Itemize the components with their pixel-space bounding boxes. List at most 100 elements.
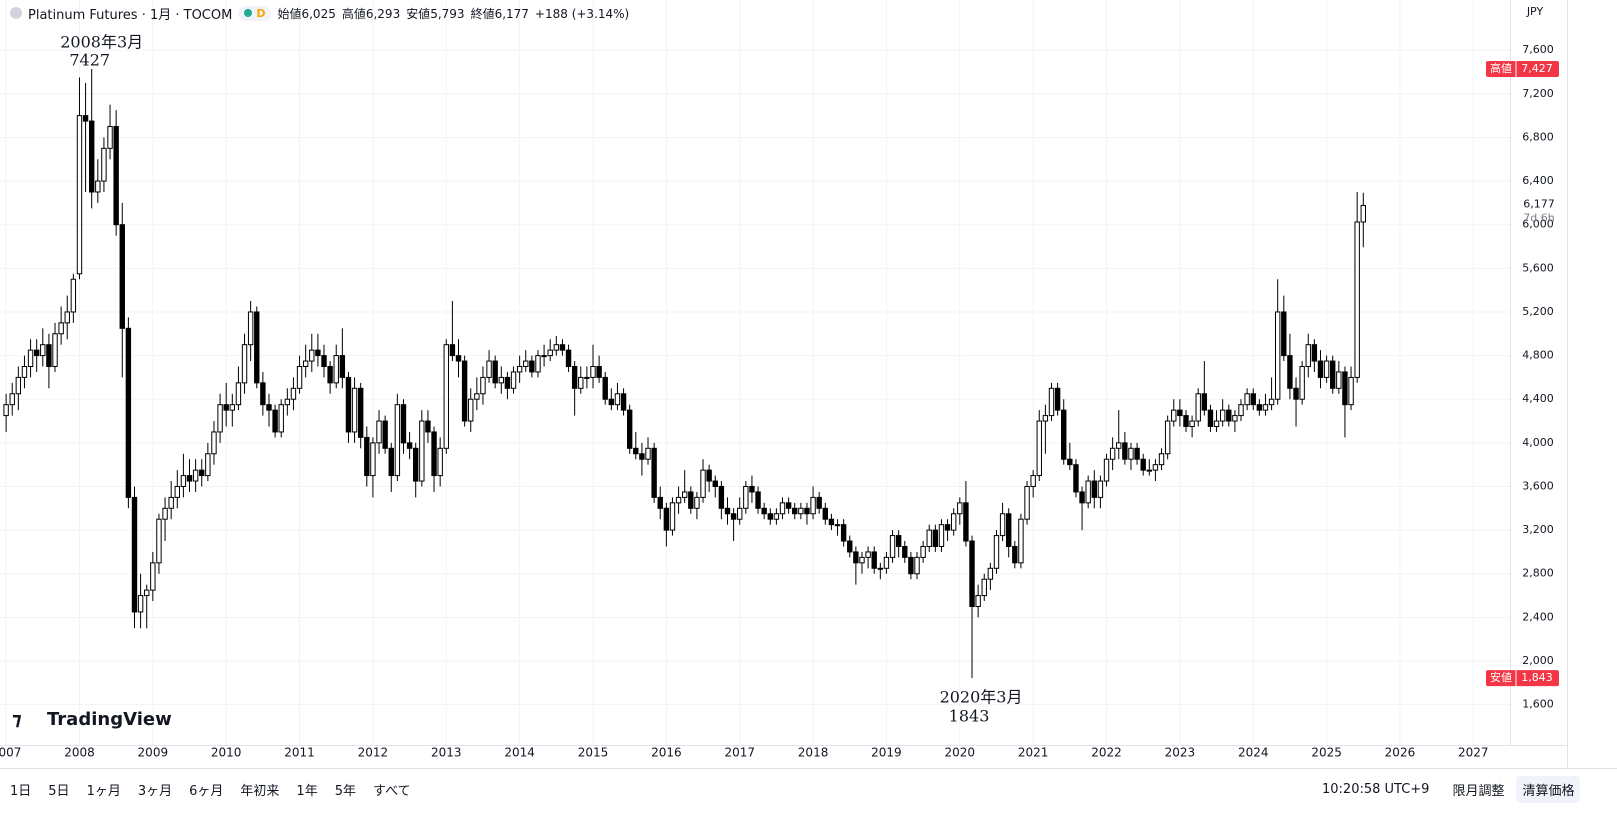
annotation: 7427 [69,51,110,70]
toolbar-button[interactable]: 清算価格 [1516,775,1581,803]
range-button[interactable]: すべて [372,783,411,799]
candle-body [761,507,767,515]
candle-body [186,475,193,482]
candle-body [205,453,211,477]
candle-body [107,126,113,149]
candle-body [260,382,266,406]
candle-body [1079,491,1085,504]
axis-border [1510,0,1511,745]
candle-body [535,355,541,373]
candle-body [798,507,804,515]
candle-body [1195,393,1201,422]
candle-body [596,366,602,378]
range-button[interactable]: 5日 [48,783,70,799]
candle-body [1048,387,1055,417]
candle-body [247,311,254,346]
candle-body [1091,480,1097,498]
candle-body [1262,404,1269,411]
range-button[interactable]: 1ヶ月 [86,783,121,799]
candle-body [675,496,682,504]
y-tick-label: 4,000 [1522,436,1554,449]
range-button[interactable]: 5年 [334,783,356,799]
y-tick-label: 7,600 [1522,43,1554,56]
candle-body [987,567,994,580]
range-button[interactable]: 1年 [296,783,318,799]
x-tick-label: 2012 [358,746,389,760]
range-button[interactable]: 6ヶ月 [189,783,224,799]
candle-body [1305,344,1311,368]
range-button[interactable]: 年初来 [240,783,280,799]
candle-body [724,507,731,515]
candle-body [498,376,504,384]
candle-body [394,404,401,477]
candle-body [914,556,920,575]
candle-body [1281,311,1287,357]
range-button[interactable]: 1日 [10,783,32,799]
candle-body [492,360,498,384]
candle-body [737,507,743,520]
candle-body [315,349,321,357]
candle-body [27,349,34,368]
candle-body [1323,360,1330,378]
badge-label: 安値 [1490,670,1512,684]
candle-body [284,398,291,406]
x-tick-label: 2024 [1238,746,1269,760]
candle-body [706,469,712,482]
candle-body [963,502,969,542]
candle-body [767,513,773,520]
candle-body [9,393,15,406]
candle-body [510,371,517,389]
candle-body [804,507,810,515]
candle-body [730,513,737,520]
candle-body [1354,221,1360,378]
bottom-toolbar: 1日 5日 1ヶ月 3ヶ月 6ヶ月 年初来 1年 5年 すべて 10:20:58 UTC+9 限… [0,768,1617,829]
candle-body [21,366,28,378]
range-buttons: 1日 5日 1ヶ月 3ヶ月 6ヶ月 年初来 1年 5年 すべて [10,769,411,809]
candle-body [1140,458,1146,471]
candle-body [969,540,975,607]
currency[interactable]: JPY [1526,5,1544,18]
candle-body [541,355,547,358]
y-tick-label: 2,400 [1522,610,1554,623]
ohlc-item: +188 (+3.14%) [534,6,630,21]
candle-body [382,420,388,449]
candle-body [785,502,792,509]
candle-body [834,524,841,527]
candle-body [211,431,217,455]
candle-body [688,491,694,509]
candle-body [743,485,749,509]
candle-body [614,393,621,406]
candle-body [749,485,755,493]
candle-body [95,180,101,193]
candle-body [571,366,578,389]
candle-body [1293,387,1299,400]
candle-body [137,595,144,613]
x-tick-label: 2020 [945,746,976,760]
candle-body [1024,485,1030,520]
candle-body [712,480,718,487]
candle-body [302,360,309,368]
candle-body [461,360,468,422]
candle-body [584,376,590,379]
candle-body [663,507,670,531]
symbol[interactable]: Platinum Futures · 1月 · TOCOM [28,7,233,23]
candle-body [266,404,272,411]
candle-body [547,349,553,357]
candle-body [773,513,780,520]
toolbar-button[interactable]: 限月調整 [1452,783,1505,799]
countdown: 7d 6h [1523,211,1554,224]
x-tick-label: 2009 [138,746,169,760]
candle-body [645,447,651,460]
candle-body [889,535,896,558]
ohlc-item: 安値5,793 [406,6,465,21]
candle-body [920,545,926,558]
candle-body [419,420,425,482]
candle-body [70,278,77,313]
range-button[interactable]: 3ヶ月 [137,783,173,799]
ohlc: 始値6,025 高値6,293 安値5,793 終値6,177 +188 (+3.14%… [277,5,635,22]
last-price: 6,177 [1523,197,1555,210]
candle-body [565,349,572,368]
candle-body [1030,475,1036,487]
ohlc-item: 終値6,177 [470,6,529,21]
